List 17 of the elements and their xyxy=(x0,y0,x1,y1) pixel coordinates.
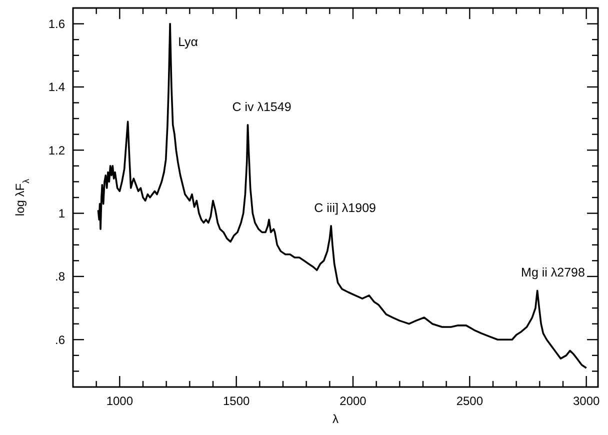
y-tick-label: .6 xyxy=(54,332,66,347)
x-tick-label: 2000 xyxy=(340,394,367,408)
y-tick-label: 1.4 xyxy=(48,80,66,94)
x-tick-label: 1500 xyxy=(222,394,250,408)
x-tick-label: 3000 xyxy=(572,394,600,408)
x-tick-label: 1000 xyxy=(106,394,134,408)
line-series xyxy=(97,22,588,369)
annotation: Lyα xyxy=(178,34,198,49)
x-axis-title: λ xyxy=(332,412,338,426)
annotation: Mg ii λ2798 xyxy=(521,266,585,280)
y-tick-label: .8 xyxy=(54,270,66,284)
x-tick-label: 2500 xyxy=(456,394,484,408)
y-tick-label: 1 xyxy=(58,206,66,220)
annotation: C iv λ1549 xyxy=(232,100,292,114)
y-tick-label: 1.2 xyxy=(48,143,66,158)
annotation: C iii] λ1909 xyxy=(314,200,376,215)
y-tick-label: 1.6 xyxy=(48,16,66,31)
